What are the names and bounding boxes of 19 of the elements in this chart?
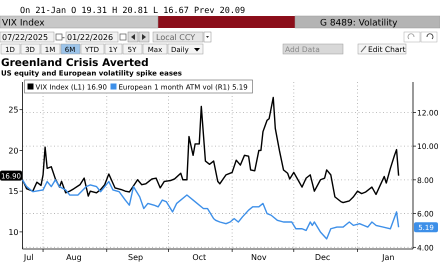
x-tick-label: Aug xyxy=(66,253,82,262)
x-tick-label: Oct xyxy=(192,253,206,262)
y-tick-label: 15 xyxy=(8,187,18,196)
y-tick-label: 20 xyxy=(8,146,18,156)
x-tick-label: Sep xyxy=(128,253,144,262)
y-tick-label: 10 xyxy=(8,228,18,237)
y-tick-label: 25 xyxy=(8,106,18,115)
text: Local CCY xyxy=(156,33,196,42)
text: 07/22/2025 xyxy=(2,33,48,42)
x-tick-label: Nov xyxy=(251,253,267,262)
text: 01/22/2026 xyxy=(67,33,114,42)
text: On 21-Jan O 19.31 H 20.81 L 16.67 Prev 20.09 xyxy=(20,6,246,16)
text: G 8489: Volatility xyxy=(320,18,398,28)
x-tick-label: Dec xyxy=(314,253,330,262)
x-tick-label: Jan xyxy=(381,253,395,262)
chart-title: Greenland Crisis Averted xyxy=(1,57,149,69)
x-tick-label: Jul xyxy=(22,253,34,262)
text: - xyxy=(62,33,65,42)
text: VIX Index xyxy=(2,18,46,28)
